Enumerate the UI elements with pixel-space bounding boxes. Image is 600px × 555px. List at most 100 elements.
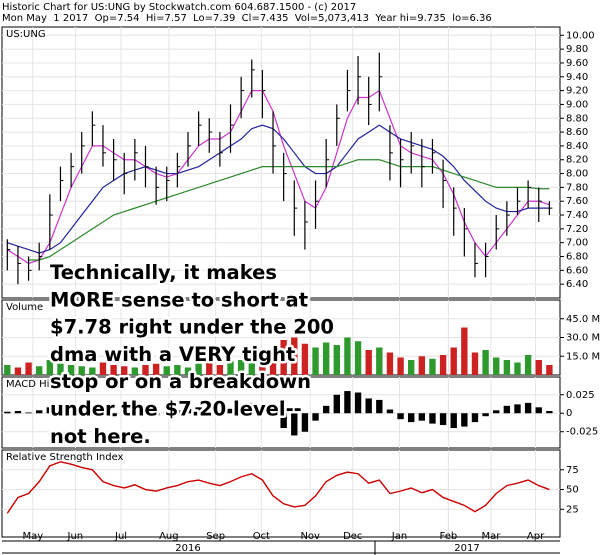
bar [57, 363, 64, 375]
bar [546, 365, 553, 375]
bar [439, 355, 447, 375]
y-tick-label: 50 [566, 485, 579, 496]
bar [503, 360, 511, 375]
bar [301, 343, 309, 375]
bar [206, 362, 213, 375]
bar [535, 360, 542, 375]
bar [514, 362, 521, 375]
bar [121, 366, 128, 375]
bar [163, 411, 170, 414]
bar [259, 356, 266, 375]
x-tick-label: Nov [300, 531, 320, 542]
bar [280, 413, 287, 429]
panel-title: Relative Strength Index [6, 452, 124, 463]
bar [418, 413, 426, 421]
bar [365, 350, 372, 375]
annotation: Technically, it makes MORE sense to short… [48, 259, 337, 451]
y-tick-label: 8.40 [566, 141, 588, 152]
bar [46, 407, 54, 414]
x-tick-label: Feb [440, 531, 458, 542]
bar [450, 413, 457, 429]
bar [14, 411, 22, 414]
y-tick-label: 7.40 [566, 210, 588, 221]
y-tick-label: 8.00 [566, 169, 588, 180]
y-tick-label: 7.80 [566, 182, 588, 193]
y-tick-label: 8.80 [566, 113, 588, 124]
bar [354, 341, 362, 375]
y-tick-label: 30.0 M [566, 333, 600, 344]
bar [46, 360, 54, 375]
bar [365, 398, 372, 414]
bar [408, 360, 415, 375]
y-tick-label: 45.0 M [566, 314, 600, 325]
bar [312, 347, 319, 375]
x-tick-label: Jan [391, 531, 407, 542]
moving-average [6, 89, 550, 265]
panel-frame [1, 26, 561, 299]
bar [206, 409, 213, 414]
bar [493, 410, 500, 414]
bar [184, 408, 192, 414]
bar [227, 361, 234, 375]
header-line: Historic Chart for US:UNG by Stockwatch.… [2, 2, 356, 13]
bar [503, 405, 511, 414]
x-tick-label: Jul [114, 531, 127, 542]
x-tick-label: May [22, 531, 43, 542]
x-tick-label: Sep [206, 531, 225, 542]
bar [386, 409, 394, 414]
bar [216, 365, 224, 375]
bar [67, 408, 75, 414]
y-tick-label: 0 [566, 408, 572, 419]
bar [237, 405, 245, 414]
panels: 6.40 6.60 6.80 7.00 7.20 7.40 7.60 7.80 8.00 8.20… [1, 26, 600, 542]
bar [237, 360, 245, 375]
bar [461, 413, 468, 427]
bar [418, 356, 426, 375]
bar [482, 413, 489, 417]
bar [36, 366, 43, 375]
bar [142, 413, 149, 414]
bar [121, 412, 128, 414]
bar [280, 340, 287, 375]
year-label: 2016 [175, 543, 200, 554]
y-tick-label: 7.00 [566, 238, 588, 249]
bar [535, 407, 542, 414]
bar [269, 413, 277, 418]
bar [248, 362, 255, 375]
bar [471, 352, 479, 375]
annotation-line: under the $7.20 level-- [50, 398, 302, 421]
x-tick-label: Oct [253, 531, 270, 542]
bar [546, 411, 553, 414]
y-tick-label: 8.60 [566, 127, 588, 138]
y-tick-label: 7.20 [566, 224, 588, 235]
panel-title: MACD His [6, 379, 55, 390]
bar [36, 410, 43, 414]
y-tick-label: 75 [566, 465, 579, 476]
bar [89, 367, 96, 375]
bar [461, 327, 468, 375]
bar [269, 350, 277, 375]
bar [291, 337, 298, 375]
bar [322, 342, 330, 375]
bar [248, 402, 255, 414]
bar [429, 358, 436, 375]
y-tick-label: 9.00 [566, 99, 588, 110]
annotation-line: stop or on a breakdown [50, 370, 311, 393]
bar [397, 413, 404, 420]
x-tick-label: Jun [67, 531, 84, 542]
bar [354, 392, 362, 414]
bar [524, 402, 532, 414]
bar [174, 410, 181, 414]
x-tick-label: Dec [343, 531, 362, 542]
annotation-line: dma with a VERY tight [50, 343, 295, 366]
bar [152, 363, 160, 375]
bar [110, 413, 117, 417]
bar [174, 365, 181, 375]
bar [131, 411, 139, 414]
y-tick-label: 9.40 [566, 72, 588, 83]
bar [450, 347, 457, 375]
bar [110, 365, 117, 375]
y-tick-label: 6.40 [566, 279, 588, 290]
bar [439, 413, 447, 426]
